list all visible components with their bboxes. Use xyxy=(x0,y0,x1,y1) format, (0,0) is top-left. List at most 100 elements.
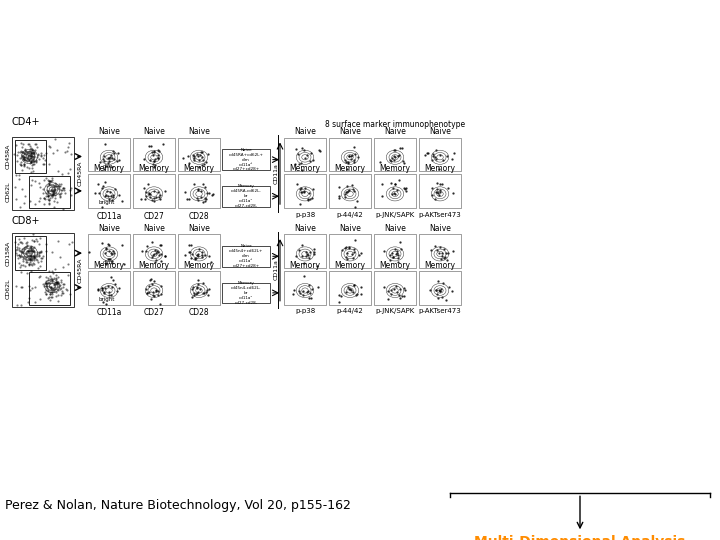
Point xyxy=(14,153,26,162)
Point xyxy=(112,156,123,165)
Point xyxy=(143,288,155,296)
Point xyxy=(140,285,152,294)
Point xyxy=(116,197,127,205)
Point xyxy=(140,187,152,196)
Point xyxy=(23,282,35,291)
Point xyxy=(48,148,59,157)
Point xyxy=(48,285,59,293)
Point xyxy=(377,192,388,200)
Point xyxy=(19,261,30,270)
Point xyxy=(24,260,35,269)
Point xyxy=(384,156,396,165)
Point xyxy=(16,238,27,246)
Point xyxy=(150,161,161,170)
Point xyxy=(20,150,32,158)
Point xyxy=(339,243,351,252)
Point xyxy=(47,285,58,293)
Point xyxy=(106,249,117,258)
Point xyxy=(291,179,302,188)
Point xyxy=(32,152,43,161)
Point xyxy=(148,193,160,202)
Point xyxy=(54,193,66,202)
Point xyxy=(148,288,159,296)
Point xyxy=(17,247,28,256)
Point xyxy=(24,294,35,303)
Point xyxy=(48,268,59,277)
Point xyxy=(189,291,200,300)
Point xyxy=(420,151,431,160)
Bar xyxy=(329,174,371,208)
Point xyxy=(145,190,156,198)
Point xyxy=(155,240,166,249)
Point xyxy=(24,254,35,263)
Text: Naive: Naive xyxy=(188,127,210,136)
Text: p-p38: p-p38 xyxy=(295,212,315,218)
Point xyxy=(191,283,202,292)
Point xyxy=(53,281,65,290)
Point xyxy=(145,294,157,303)
Point xyxy=(200,158,212,166)
Point xyxy=(33,179,45,188)
Point xyxy=(24,147,35,156)
Point xyxy=(33,248,45,257)
Point xyxy=(55,253,66,261)
Point xyxy=(159,252,171,260)
Point xyxy=(387,252,399,261)
Point xyxy=(109,154,120,163)
Point xyxy=(24,154,36,163)
Point xyxy=(27,166,38,175)
Point xyxy=(355,283,366,292)
Point xyxy=(155,257,166,266)
Point xyxy=(385,285,397,294)
Point xyxy=(26,284,37,292)
Point xyxy=(42,176,54,184)
Point xyxy=(179,188,191,197)
Point xyxy=(26,176,37,184)
Point xyxy=(17,252,28,261)
Point xyxy=(192,195,203,204)
Point xyxy=(147,159,158,168)
Point xyxy=(304,157,315,165)
Point xyxy=(96,284,108,292)
Point xyxy=(303,280,315,289)
Point xyxy=(17,247,29,255)
Point xyxy=(341,157,352,166)
Point xyxy=(426,184,437,192)
Point xyxy=(201,189,212,198)
Point xyxy=(106,259,117,268)
Text: bright: bright xyxy=(99,297,115,302)
Point xyxy=(293,245,305,254)
Point xyxy=(39,193,50,202)
Point xyxy=(146,148,158,157)
Point xyxy=(342,157,354,166)
Point xyxy=(61,286,73,295)
Point xyxy=(48,189,60,198)
Point xyxy=(207,191,218,200)
Point xyxy=(24,286,35,294)
Point xyxy=(336,246,348,254)
Point xyxy=(104,247,115,255)
Point xyxy=(352,152,364,161)
Point xyxy=(42,276,54,285)
Point xyxy=(46,193,58,201)
Point xyxy=(426,156,438,165)
Point xyxy=(9,150,20,158)
Point xyxy=(433,277,444,286)
Point xyxy=(340,190,351,198)
Point xyxy=(18,153,30,162)
Point xyxy=(102,240,113,248)
Point xyxy=(46,183,58,192)
Point xyxy=(105,151,117,160)
Point xyxy=(42,286,53,295)
Point xyxy=(53,297,64,306)
Point xyxy=(48,279,60,287)
Point xyxy=(311,262,323,271)
Text: Naive: Naive xyxy=(384,127,406,136)
Point xyxy=(297,291,309,300)
Point xyxy=(48,274,60,282)
Point xyxy=(14,252,25,261)
Point xyxy=(57,204,68,213)
Point xyxy=(33,155,45,164)
Bar xyxy=(12,137,74,210)
Point xyxy=(44,177,55,186)
